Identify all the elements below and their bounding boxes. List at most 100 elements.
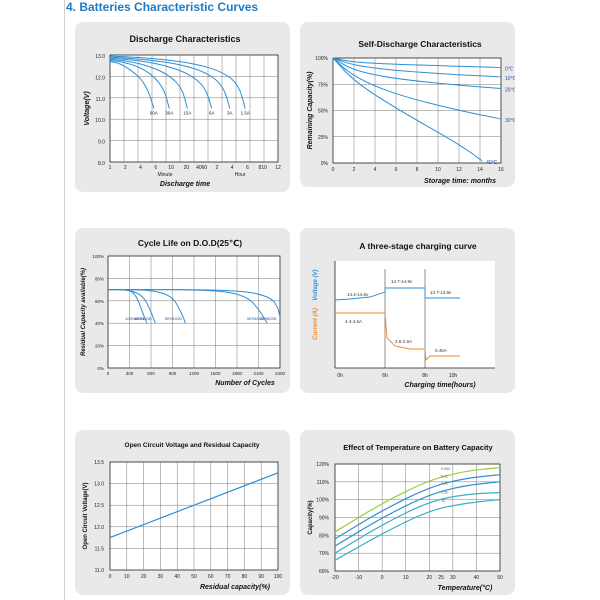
x-tick-label: 0 xyxy=(332,167,335,173)
chart-title: Self-Discharge Characteristics xyxy=(358,39,482,49)
y-tick-label: 12.5 xyxy=(94,503,104,509)
discharge-curve-60A xyxy=(109,60,155,109)
y-tick-label: 100% xyxy=(316,498,329,504)
x-tick-label: 20 xyxy=(427,575,433,581)
self-discharge-curve-40℃ xyxy=(332,57,483,162)
temperature-panel: Effect of Temperature on Battery Capacit… xyxy=(300,430,515,595)
self-discharge-curve-30℃ xyxy=(332,57,502,120)
ocv-line xyxy=(109,472,279,539)
x-tick-label: 600 xyxy=(147,371,155,376)
curve-label: 0.2C xyxy=(441,481,449,485)
y-tick-label: 0% xyxy=(97,366,104,371)
x-tick-label: 10 xyxy=(403,575,409,581)
curve-label: 0℃ xyxy=(505,66,514,72)
ocv-chart: Open Circuit Voltage and Residual Capaci… xyxy=(83,442,283,591)
y-tick-label: 100% xyxy=(315,56,328,62)
curve-label: 30A xyxy=(165,111,173,116)
x-tick-label: 2100 xyxy=(253,371,264,376)
charging-chart: A three-stage charging curve 0h 6h 8h 10h Cha… xyxy=(313,241,495,389)
x-tick-label: 25 xyxy=(438,575,444,581)
discharge-curve-6A xyxy=(109,57,213,109)
annotation: 0.45A xyxy=(435,348,447,353)
voltage-curve-float xyxy=(424,288,460,299)
y-tick-label: 20% xyxy=(95,344,104,349)
curve-label: 1C xyxy=(441,499,446,503)
y-tick-label: 80% xyxy=(319,533,330,539)
self-discharge-panel: Self-Discharge Characteristics 100% 75% 50%… xyxy=(300,22,515,187)
x-tick-label: 4 xyxy=(139,165,142,171)
chart-title: Discharge Characteristics xyxy=(129,34,240,44)
y-tick-label: 120% xyxy=(316,462,329,468)
y-tick-label: 60% xyxy=(95,299,104,304)
x-tick-label: 100 xyxy=(274,574,283,580)
y-tick-label: 13.0 xyxy=(95,54,105,60)
x-tick-label: 6 xyxy=(246,165,249,171)
curve-label: 40℃ xyxy=(486,160,498,166)
y-axis-title: Residual Capacity available(%) xyxy=(81,268,87,356)
y-tick-label: 75% xyxy=(318,82,329,88)
curve-label: 30℃ xyxy=(505,118,515,124)
x-tick-label: 8h xyxy=(422,373,428,379)
x-tick-label: 900 xyxy=(169,371,177,376)
x-tick-label: 0 xyxy=(109,574,112,580)
discharge-curve-30A xyxy=(109,59,170,110)
x-tick-label: 300 xyxy=(126,371,134,376)
x-tick-label: 1 xyxy=(109,165,112,171)
x-tick-label: 10 xyxy=(124,574,130,580)
temperature-chart: Effect of Temperature on Battery Capacit… xyxy=(308,443,503,592)
y-axis-title: Capacity(%) xyxy=(308,500,314,534)
charging-panel: A three-stage charging curve 0h 6h 8h 10h Cha… xyxy=(300,228,515,393)
cycle-life-curve-20%DOD xyxy=(107,289,281,318)
x-tick-label: -10 xyxy=(355,575,362,581)
x-tick-label: 2 xyxy=(216,165,219,171)
curve-label: 6A xyxy=(209,111,215,116)
temperature-curve-0.05C xyxy=(334,466,501,533)
curve-label: 60A xyxy=(150,111,158,116)
curve-label: 30%DOD xyxy=(247,316,264,321)
annotation: 13.7-13.8v xyxy=(430,290,452,295)
y-tick-label: 25% xyxy=(318,135,329,141)
y-tick-label: 12.0 xyxy=(95,75,105,81)
x-axis-title: Temperature(°C) xyxy=(438,584,493,592)
y-tick-label: 10.0 xyxy=(95,118,105,124)
x-tick-label: 6 xyxy=(395,167,398,173)
x-axis-title: Storage time: months xyxy=(424,178,496,185)
x-tick-label: 10h xyxy=(449,373,458,379)
x-tick-label: 0h xyxy=(337,373,343,379)
curve-label: 0.5C xyxy=(441,490,449,494)
y-axis-title: Open Circuit Voltage(V) xyxy=(83,483,89,550)
x-tick-label: 30 xyxy=(158,574,164,580)
y-axis-title-voltage: Voltage (V) xyxy=(313,269,319,300)
x-tick-label: 6h xyxy=(382,373,388,379)
discharge-chart: Discharge Characteristics 13.0 12.0 11.0 10.… xyxy=(84,34,281,188)
y-tick-label: 11.5 xyxy=(95,546,105,552)
y-tick-label: 9.0 xyxy=(98,140,105,146)
x-tick-label: 40 xyxy=(174,574,180,580)
y-tick-label: 11.0 xyxy=(96,97,106,103)
x-tick-label: 10 xyxy=(168,165,174,171)
x-tick-label: 4 xyxy=(231,165,234,171)
temperature-curve-0.5C xyxy=(334,491,501,554)
x-tick-label: 50 xyxy=(191,574,197,580)
x-tick-label: 10 xyxy=(435,167,441,173)
y-axis-title-current: Current (A) xyxy=(313,308,319,340)
discharge-panel: Discharge Characteristics 13.0 12.0 11.0 10.… xyxy=(75,22,290,192)
x-tick-label: 90 xyxy=(258,574,264,580)
y-tick-label: 80% xyxy=(95,276,104,281)
discharge-curve-1.5A xyxy=(109,55,246,109)
curve-label: 0.1C xyxy=(441,474,449,478)
y-axis-title: Voltage(V) xyxy=(84,91,91,126)
x-tick-label: 0 xyxy=(381,575,384,581)
cycle-life-chart: Cycle Life on D.O.D(25℃) 100% 80% 60% 40% 20%… xyxy=(81,238,286,387)
chart-title: Cycle Life on D.O.D(25℃) xyxy=(138,238,242,248)
x-tick-label: 16 xyxy=(498,167,504,173)
y-tick-label: 13.0 xyxy=(94,482,104,488)
x-tick-label: 30 xyxy=(450,575,456,581)
curve-label: 10℃ xyxy=(505,76,515,82)
voltage-curve xyxy=(334,287,425,301)
y-tick-label: 11.0 xyxy=(95,568,105,574)
x-tick-label: 1200 xyxy=(189,371,200,376)
section-heading: 4. Batteries Characteristic Curves xyxy=(66,0,259,14)
curve-label: 100%DOD xyxy=(125,316,144,321)
temperature-curve-0.1C xyxy=(334,474,501,540)
